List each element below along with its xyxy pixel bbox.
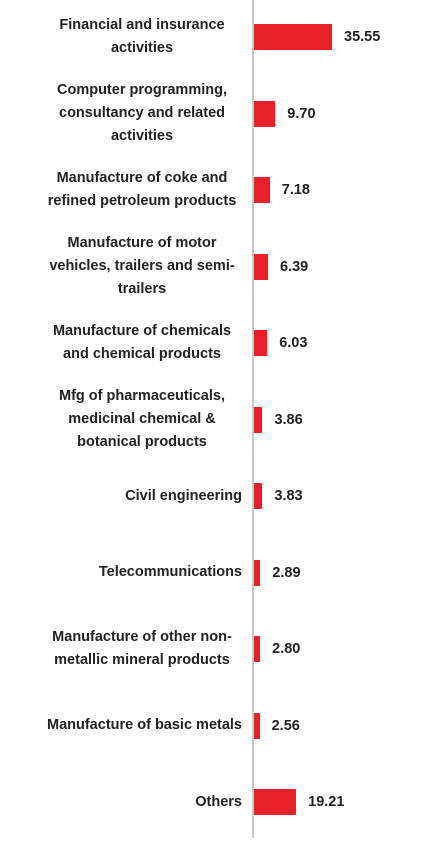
- value-label: 3.83: [274, 488, 303, 504]
- category-label: Manufacture of other non-metallic minera…: [40, 609, 242, 689]
- bar: [254, 24, 332, 50]
- bar: [254, 559, 261, 586]
- bar: [254, 100, 276, 127]
- category-label: Computer programming, consultancy and re…: [40, 74, 242, 154]
- category-label: Manufacture of coke and refined petroleu…: [40, 150, 242, 230]
- bar: [254, 789, 297, 815]
- category-label: Telecommunications: [40, 533, 242, 613]
- category-text: Computer programming, consultancy and re…: [57, 82, 227, 144]
- value-label: 2.80: [272, 641, 301, 657]
- value-label: 6.03: [279, 335, 308, 351]
- category-label: Mfg of pharmaceuticals, medicinal chemic…: [40, 380, 242, 460]
- category-text: Others: [195, 793, 242, 810]
- value-label: 9.70: [287, 105, 316, 122]
- category-label: Others: [40, 762, 242, 842]
- category-label: Manufacture of chemicals and chemical pr…: [40, 303, 242, 383]
- category-text: Manufacture of other non-metallic minera…: [52, 629, 232, 668]
- value-label: 35.55: [344, 29, 381, 45]
- bar: [254, 330, 268, 356]
- bar: [254, 483, 263, 509]
- category-text: Manufacture of basic metals: [47, 717, 242, 733]
- category-label: Manufacture of motor vehicles, trailers …: [40, 227, 242, 307]
- axis-line: [252, 0, 254, 838]
- category-text: Mfg of pharmaceuticals, medicinal chemic…: [59, 388, 225, 450]
- category-label: Financial and insurance activities: [40, 0, 242, 77]
- value-label: 19.21: [308, 794, 345, 810]
- bar: [254, 253, 269, 280]
- bar: [254, 636, 261, 662]
- bar: [254, 712, 260, 739]
- bar: [254, 177, 270, 203]
- value-label: 2.89: [272, 564, 301, 581]
- category-text: Manufacture of motor vehicles, trailers …: [49, 235, 235, 297]
- value-label: 6.39: [280, 258, 309, 275]
- category-label: Civil engineering: [40, 456, 242, 536]
- value-label: 2.56: [271, 717, 300, 734]
- bar: [254, 406, 263, 433]
- category-text: Manufacture of coke and refined petroleu…: [47, 170, 237, 209]
- category-text: Civil engineering: [125, 487, 242, 504]
- category-label: Manufacture of basic metals: [40, 686, 242, 766]
- category-text: Telecommunications: [98, 564, 242, 580]
- value-label: 7.18: [281, 182, 310, 198]
- category-text: Manufacture of chemicals and chemical pr…: [52, 323, 232, 362]
- value-label: 3.86: [274, 411, 303, 428]
- category-text: Financial and insurance activities: [59, 17, 225, 56]
